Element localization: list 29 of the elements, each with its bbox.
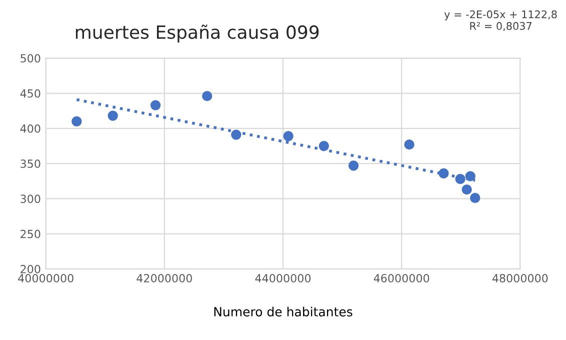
point [348, 160, 359, 171]
point [438, 168, 449, 178]
x-axis-title: Numero de habitantes [214, 306, 352, 316]
point [231, 130, 242, 140]
y-tick-label: 300 [20, 194, 40, 204]
x-tick-label: 46000000 [374, 274, 430, 282]
x-tick-label: 40000000 [18, 274, 74, 282]
point [150, 100, 161, 110]
y-tick-label: 200 [20, 264, 40, 274]
x-tick-label: 44000000 [255, 274, 311, 282]
point [404, 139, 414, 150]
y-tick-label: 450 [20, 89, 40, 98]
point [318, 140, 329, 152]
point [455, 174, 466, 184]
point [462, 184, 472, 195]
chart-title: muertes España causa 099 [76, 24, 319, 42]
y-tick-label: 350 [20, 160, 40, 168]
x-tick-label: 42000000 [136, 274, 192, 282]
y-tick-label: 250 [20, 230, 40, 238]
point [283, 131, 294, 142]
point [108, 110, 118, 121]
point [465, 171, 476, 182]
x-tick-label: 48000000 [492, 274, 548, 282]
y-tick-label: 500 [20, 54, 40, 63]
point [202, 90, 212, 102]
point [72, 116, 82, 126]
point [470, 192, 480, 204]
text: y = -2E-05x + 1122,8 R² = 0,8037 [444, 10, 557, 31]
y-tick-label: 400 [20, 124, 40, 133]
